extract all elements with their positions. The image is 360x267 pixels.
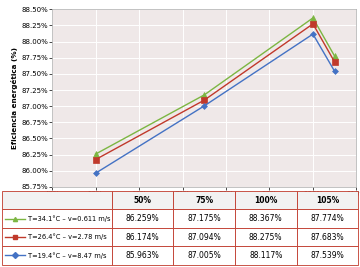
Text: 85.963%: 85.963% [126,251,159,260]
Bar [112,228,173,246]
Text: 87.005%: 87.005% [187,251,221,260]
Bar [297,228,358,246]
Bar [235,228,297,246]
Text: 75%: 75% [195,196,213,205]
Text: 87.539%: 87.539% [310,251,344,260]
Y-axis label: Eficiencia energética (%): Eficiencia energética (%) [12,47,18,149]
Text: 88.275%: 88.275% [249,233,283,242]
Bar [297,209,358,228]
Bar [2,209,112,228]
Text: 88.367%: 88.367% [249,214,283,223]
Text: 88.117%: 88.117% [249,251,282,260]
Text: 86.259%: 86.259% [126,214,159,223]
Text: T=34.1°C – v=0.611 m/s: T=34.1°C – v=0.611 m/s [28,215,111,222]
Text: 105%: 105% [316,196,339,205]
Bar [173,246,235,265]
Bar [2,191,112,209]
Bar [235,209,297,228]
Bar [235,246,297,265]
Text: T=19.4°C – v=8.47 m/s: T=19.4°C – v=8.47 m/s [28,252,107,259]
Bar [112,209,173,228]
Text: 87.774%: 87.774% [310,214,344,223]
Bar [297,191,358,209]
Text: 86.174%: 86.174% [126,233,159,242]
Text: 87.094%: 87.094% [187,233,221,242]
Text: 100%: 100% [254,196,278,205]
Bar [173,191,235,209]
Text: T=26.4°C – v=2.78 m/s: T=26.4°C – v=2.78 m/s [28,234,107,240]
Bar [173,228,235,246]
Bar [2,228,112,246]
Bar [2,246,112,265]
Bar [112,191,173,209]
Text: 50%: 50% [134,196,152,205]
Bar [297,246,358,265]
X-axis label: Regimen de carga (%): Regimen de carga (%) [152,200,257,209]
Text: 87.175%: 87.175% [187,214,221,223]
Bar [112,246,173,265]
Text: 87.683%: 87.683% [311,233,344,242]
Bar [173,209,235,228]
Bar [235,191,297,209]
